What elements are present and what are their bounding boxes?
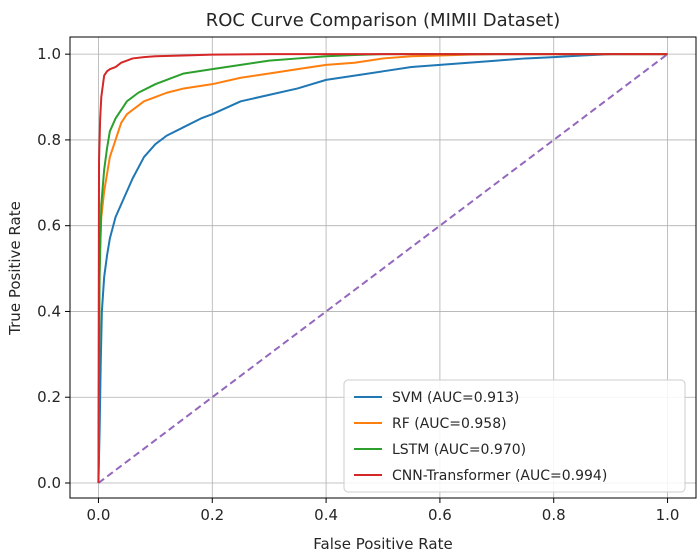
series-line-svm — [97, 53, 668, 484]
legend-label: LSTM (AUC=0.970) — [392, 442, 526, 458]
x-tick-label: 0.8 — [542, 506, 566, 524]
chance-diagonal-line — [97, 53, 669, 484]
y-tick-label: 0.0 — [37, 474, 61, 492]
x-tick-label: 0.4 — [314, 506, 338, 524]
series-lines — [97, 53, 669, 484]
x-tick-label: 1.0 — [656, 506, 680, 524]
y-tick-label: 1.0 — [37, 45, 61, 63]
legend: SVM (AUC=0.913) RF (AUC=0.958) LSTM (AUC=0… — [343, 379, 686, 493]
legend-label: RF (AUC=0.958) — [392, 416, 507, 432]
y-axis-label: True Positive Rate — [6, 201, 24, 336]
legend-box — [343, 379, 686, 493]
x-tick-label: 0.6 — [428, 506, 452, 524]
legend-label: SVM (AUC=0.913) — [392, 390, 519, 406]
chart-title: ROC Curve Comparison (MIMII Dataset) — [206, 10, 561, 31]
grid — [70, 37, 696, 498]
x-tick-label: 0.2 — [200, 506, 224, 524]
y-tick-label: 0.2 — [37, 388, 61, 406]
plot-frame — [69, 36, 697, 499]
y-tick-label: 0.4 — [37, 302, 61, 320]
series-line-rf — [97, 53, 668, 483]
legend-label: CNN-Transformer (AUC=0.994) — [392, 468, 607, 484]
y-tick-label: 0.6 — [37, 217, 61, 235]
series-line-lstm — [97, 53, 668, 483]
x-tick-label: 0.0 — [87, 506, 111, 524]
y-tick-label: 0.8 — [37, 131, 61, 149]
ticks: 0.0 0.2 0.4 0.6 0.8 1.0 0.0 0.2 0.4 0.6 0.8 1.0 — [37, 45, 679, 524]
x-axis-label: False Positive Rate — [313, 535, 452, 553]
series-line-cnn-transformer — [97, 53, 668, 483]
